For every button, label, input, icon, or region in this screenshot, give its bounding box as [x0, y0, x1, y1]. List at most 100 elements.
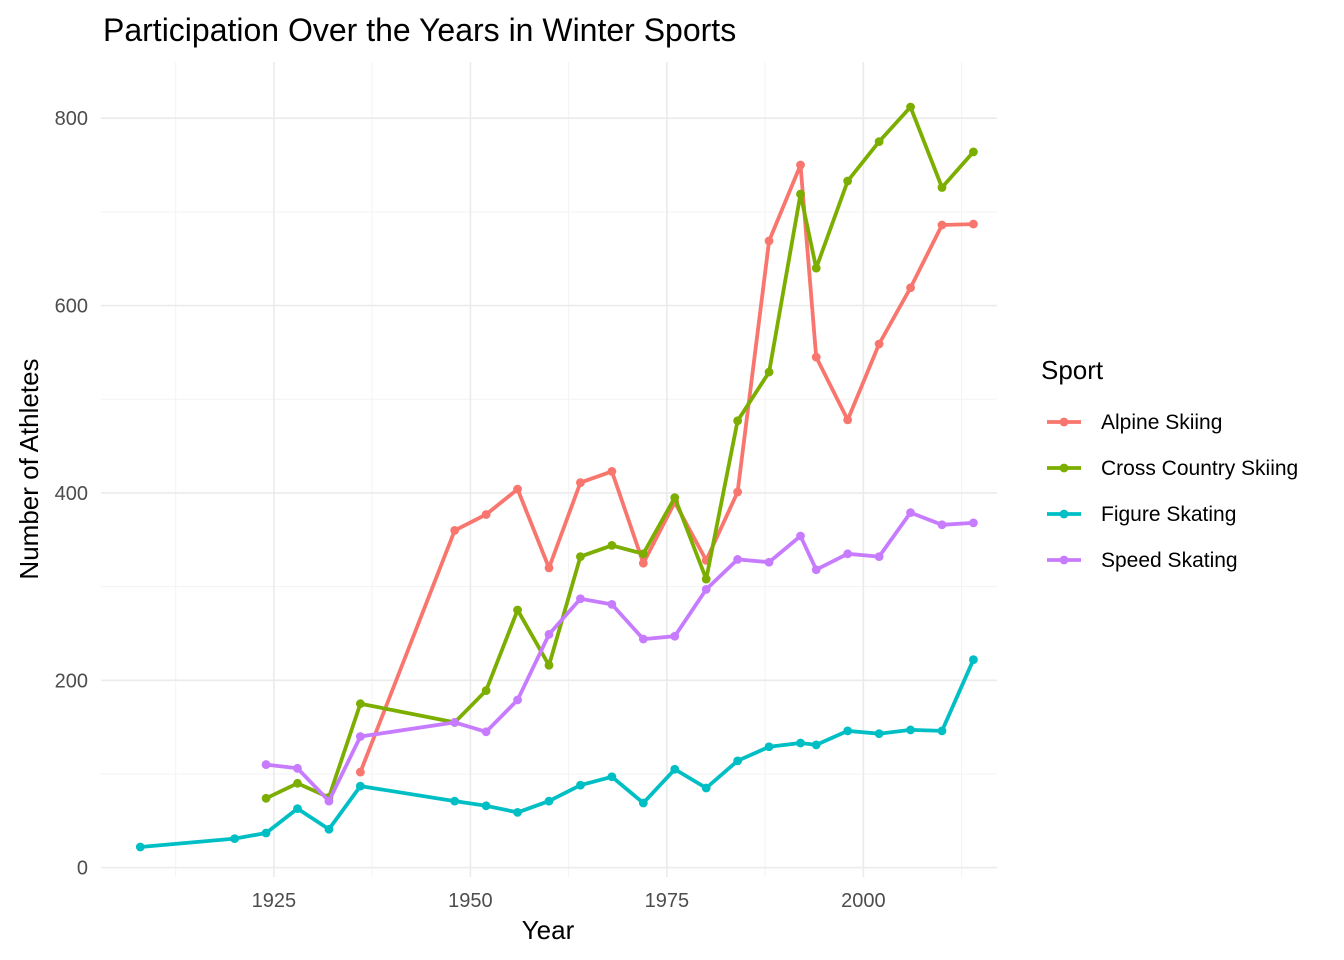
- y-tick-label: 0: [77, 858, 88, 880]
- data-point: [324, 824, 334, 834]
- y-tick-label: 600: [55, 296, 88, 318]
- data-point: [513, 605, 522, 615]
- legend-items: Alpine Skiing Cross Country Skiing Figure …: [1047, 411, 1298, 572]
- legend-key-point: [1059, 555, 1069, 565]
- y-tick-labels: 0 200 400 600 800: [55, 108, 88, 879]
- data-point: [450, 796, 460, 806]
- data-point: [576, 478, 585, 488]
- data-point: [638, 558, 648, 568]
- data-point: [906, 725, 915, 735]
- legend-label: Alpine Skiing: [1101, 411, 1222, 434]
- data-point: [355, 699, 365, 709]
- legend-title: Sport: [1041, 355, 1104, 385]
- data-point: [576, 552, 585, 562]
- legend: Sport Alpine Skiing Cross Country Skiing F…: [1041, 355, 1298, 572]
- data-point: [937, 520, 947, 530]
- series-figure-skating: [135, 655, 978, 852]
- data-point: [701, 783, 711, 793]
- data-point: [764, 236, 774, 246]
- data-point: [607, 540, 617, 550]
- data-point: [969, 219, 978, 229]
- series-alpine-skiing: [355, 160, 978, 777]
- y-tick-label: 800: [55, 108, 88, 130]
- data-point: [796, 189, 805, 199]
- legend-label: Speed Skating: [1101, 549, 1238, 572]
- data-point: [513, 484, 522, 494]
- data-point: [733, 555, 743, 564]
- data-point: [843, 176, 853, 186]
- x-tick-label: 1950: [448, 890, 493, 912]
- data-point: [355, 732, 365, 741]
- series-line: [140, 658, 976, 849]
- data-point: [481, 801, 491, 811]
- y-tick-label: 400: [55, 483, 88, 505]
- legend-item: Alpine Skiing: [1047, 411, 1222, 434]
- chart-title: Participation Over the Years in Winter S…: [103, 12, 736, 48]
- data-point: [733, 416, 743, 426]
- data-point: [969, 147, 978, 157]
- data-point: [843, 549, 853, 559]
- legend-item: Speed Skating: [1047, 549, 1238, 572]
- data-point: [544, 563, 554, 573]
- data-point: [764, 742, 774, 752]
- x-axis-title: Year: [522, 915, 575, 945]
- data-point: [576, 594, 585, 604]
- data-point: [874, 552, 884, 562]
- data-point: [874, 729, 884, 739]
- data-point: [733, 756, 743, 766]
- data-point: [324, 796, 334, 806]
- y-axis-title: Number of Athletes: [14, 358, 44, 579]
- legend-item: Cross Country Skiing: [1047, 457, 1298, 480]
- x-tick-label: 2000: [841, 890, 886, 912]
- data-point: [969, 655, 978, 665]
- data-point: [811, 565, 821, 575]
- data-point: [261, 793, 271, 803]
- data-point: [670, 493, 680, 503]
- data-point: [481, 510, 491, 519]
- data-point: [670, 764, 680, 774]
- data-point: [701, 585, 711, 594]
- data-point: [811, 352, 821, 362]
- data-point: [261, 828, 271, 838]
- data-point: [607, 772, 617, 782]
- data-point: [796, 531, 805, 541]
- data-point: [513, 807, 522, 817]
- data-point: [906, 283, 915, 293]
- data-point: [481, 727, 491, 737]
- legend-item: Figure Skating: [1047, 503, 1236, 526]
- series-speed-skating: [261, 508, 978, 806]
- data-point: [513, 695, 522, 705]
- data-point: [969, 518, 978, 528]
- legend-label: Figure Skating: [1101, 503, 1236, 526]
- series-line: [265, 105, 975, 801]
- data-point: [481, 686, 491, 695]
- x-tick-label: 1975: [645, 890, 690, 912]
- data-point: [701, 574, 711, 584]
- data-point: [937, 220, 947, 230]
- data-point: [607, 466, 617, 476]
- data-point: [576, 780, 585, 790]
- data-point: [843, 415, 853, 425]
- data-point: [607, 599, 617, 609]
- data-point: [733, 487, 743, 497]
- data-point: [937, 183, 947, 192]
- data-point: [764, 367, 774, 377]
- data-point: [450, 718, 460, 727]
- grid: [101, 62, 997, 877]
- data-point: [638, 634, 648, 644]
- series-layer: [135, 102, 978, 852]
- data-point: [293, 763, 302, 773]
- x-tick-labels: 1925 1950 1975 2000: [252, 890, 886, 912]
- data-point: [764, 557, 774, 567]
- legend-key-point: [1059, 417, 1069, 427]
- data-point: [261, 760, 271, 769]
- data-point: [544, 796, 554, 806]
- series-line: [265, 510, 974, 803]
- data-point: [135, 842, 145, 852]
- data-point: [355, 781, 365, 791]
- data-point: [230, 834, 240, 843]
- data-point: [293, 804, 302, 814]
- legend-key-point: [1059, 509, 1069, 519]
- data-point: [811, 740, 821, 750]
